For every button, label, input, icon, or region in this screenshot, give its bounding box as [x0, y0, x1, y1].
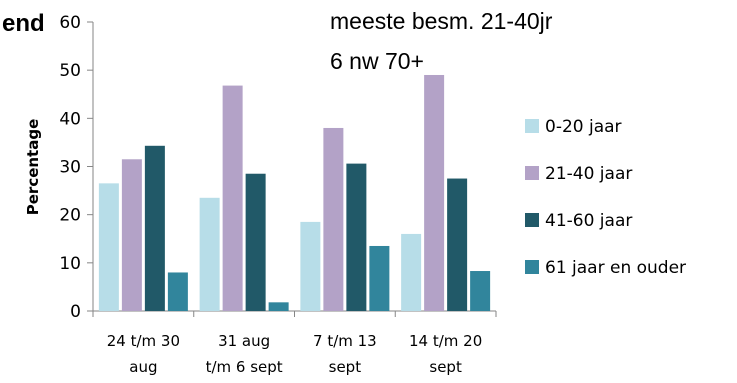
- y-tick-label: 30: [59, 158, 81, 178]
- bar: [369, 245, 390, 311]
- bar: [401, 233, 422, 311]
- legend-label: 21-40 jaar: [545, 164, 632, 184]
- bar: [199, 197, 220, 311]
- legend: 0-20 jaar 21-40 jaar 41-60 jaar 61 jaar en …: [525, 117, 686, 278]
- legend-label: 0-20 jaar: [545, 117, 622, 137]
- x-category-label: 24 t/m 30: [107, 332, 180, 350]
- y-tick-label: 10: [59, 254, 81, 274]
- bar: [470, 271, 491, 311]
- bars: [98, 74, 491, 311]
- x-category-label: aug: [129, 358, 157, 376]
- legend-swatch: [525, 119, 539, 133]
- bar: [98, 183, 119, 311]
- y-tick-label: 20: [59, 206, 81, 226]
- bar: [222, 85, 243, 311]
- legend-label: 61 jaar en ouder: [545, 258, 686, 278]
- bar: [121, 159, 142, 311]
- title-fragment: end: [2, 10, 45, 37]
- annotation-line-2: 6 nw 70+: [330, 48, 424, 74]
- legend-swatch: [525, 166, 539, 180]
- bar: [268, 302, 289, 311]
- x-category-label: t/m 6 sept: [206, 358, 283, 376]
- y-tick-label: 40: [59, 109, 81, 129]
- x-category-label: sept: [329, 358, 362, 376]
- bar: [144, 145, 165, 311]
- x-category-label: 7 t/m 13: [313, 332, 377, 350]
- x-category-label: sept: [429, 358, 462, 376]
- bar: [167, 272, 188, 311]
- axes: 0 10 20 30 40 50 60 24 t/m 30 aug 31 aug t/m 6 sep…: [59, 13, 497, 376]
- bar: [323, 127, 344, 311]
- legend-swatch: [525, 213, 539, 227]
- legend-label: 41-60 jaar: [545, 211, 632, 231]
- bar: [424, 74, 445, 311]
- bar: [300, 221, 321, 311]
- legend-swatch: [525, 260, 539, 274]
- annotation-line-1: meeste besm. 21-40jr: [330, 8, 553, 34]
- y-axis-label: Percentage: [24, 119, 42, 216]
- y-tick-label: 0: [70, 302, 81, 322]
- bar: [447, 178, 468, 311]
- bar: [245, 173, 266, 311]
- y-tick-label: 50: [59, 61, 81, 81]
- bar: [346, 163, 367, 311]
- y-tick-label: 60: [59, 13, 81, 33]
- x-category-label: 14 t/m 20: [409, 332, 482, 350]
- x-category-label: 31 aug: [218, 332, 270, 350]
